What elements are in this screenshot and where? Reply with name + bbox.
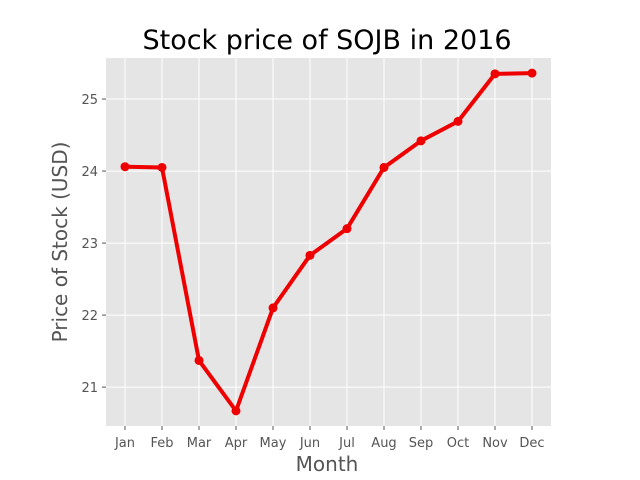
x-tick-label: Apr <box>225 436 248 451</box>
y-tick-label: 24 <box>81 165 98 180</box>
x-tick-label: Jun <box>299 436 320 451</box>
data-point-sep <box>416 136 426 146</box>
data-point-dec <box>527 68 537 78</box>
x-axis-label: Month <box>296 452 359 476</box>
data-point-feb <box>157 162 167 172</box>
x-tick-label: Aug <box>371 436 396 451</box>
data-point-oct <box>453 116 463 126</box>
y-tick-label: 25 <box>81 93 98 108</box>
data-point-nov <box>490 69 500 79</box>
x-tick-label: Jan <box>114 436 135 451</box>
data-point-jan <box>120 162 130 172</box>
x-tick-label: Jul <box>338 436 355 451</box>
x-tick-label: Dec <box>519 436 544 451</box>
y-tick-label: 23 <box>81 237 98 252</box>
x-tick-label: Oct <box>447 436 469 451</box>
axis-ticks: 21 22 23 24 25 Jan Feb Mar Apr May Jun Jul Aug Sep Oct… <box>81 93 544 451</box>
x-tick-label: Mar <box>187 436 212 451</box>
x-tick-label: Sep <box>409 436 434 451</box>
data-point-aug <box>379 162 389 172</box>
chart-title: Stock price of SOJB in 2016 <box>142 25 511 56</box>
y-axis-label: Price of Stock (USD) <box>48 142 72 343</box>
y-tick-label: 21 <box>81 381 98 396</box>
data-point-jul <box>342 224 352 234</box>
data-point-jun <box>305 250 315 260</box>
series-layer <box>120 68 537 416</box>
data-point-may <box>268 303 278 313</box>
x-tick-label: May <box>260 436 287 451</box>
x-tick-label: Feb <box>150 436 173 451</box>
y-tick-label: 22 <box>81 309 98 324</box>
x-tick-label: Nov <box>482 436 508 451</box>
data-point-mar <box>194 355 204 365</box>
data-point-apr <box>231 406 241 416</box>
series-line <box>123 71 534 413</box>
